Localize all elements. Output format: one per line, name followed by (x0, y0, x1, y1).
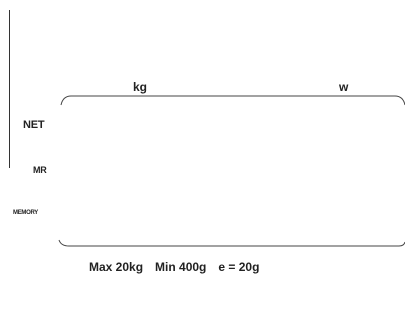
top-bracket-line (60, 95, 405, 106)
unit-w-label: w (339, 80, 349, 94)
spec-min: Min 400g (155, 260, 207, 274)
bottom-bracket-line (58, 239, 405, 247)
unit-kg-label: kg (133, 80, 148, 94)
left-edge-line (9, 10, 10, 168)
scale-display-frame (55, 95, 405, 250)
memory-indicator: MEMORY (13, 210, 38, 216)
display-bracket-lines (58, 95, 405, 247)
spec-e: e = 20g (218, 260, 260, 274)
net-indicator: NET (23, 119, 45, 131)
spec-max: Max 20kg (89, 260, 144, 274)
mr-indicator: MR (33, 165, 47, 175)
scale-specifications: Max 20kg Min 400g e = 20g (89, 260, 259, 274)
